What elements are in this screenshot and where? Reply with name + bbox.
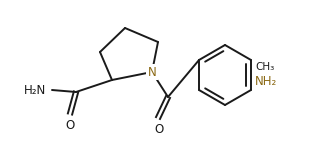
Text: O: O <box>65 119 75 132</box>
Text: H₂N: H₂N <box>24 84 46 96</box>
Text: CH₃: CH₃ <box>255 62 274 72</box>
Text: N: N <box>148 66 156 78</box>
Text: O: O <box>154 123 164 136</box>
Text: NH₂: NH₂ <box>255 75 277 88</box>
